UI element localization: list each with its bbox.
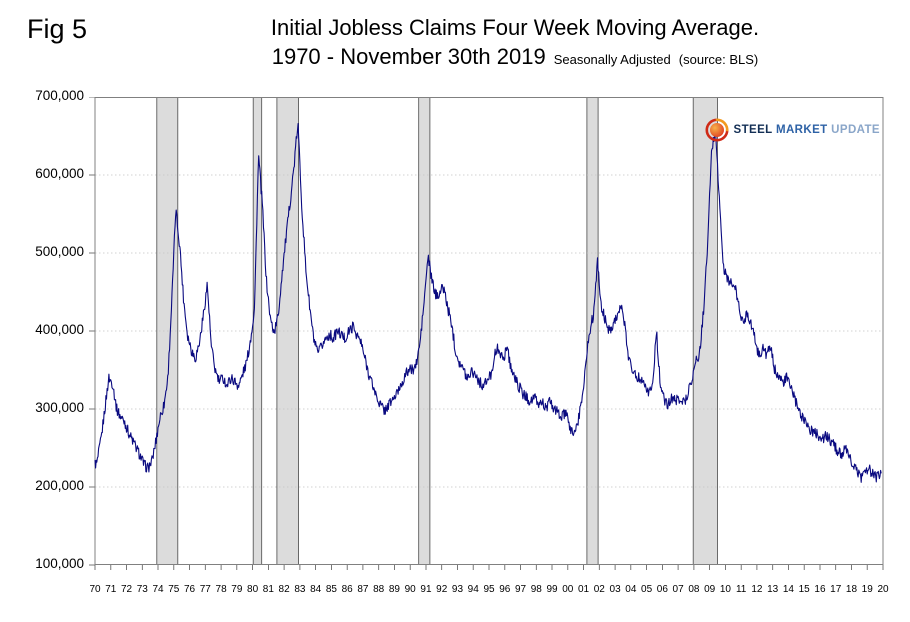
source-note: (source: BLS) — [678, 51, 759, 67]
x-axis-label: 72 — [120, 584, 133, 595]
x-axis-label: 05 — [641, 584, 653, 595]
y-axis-labels: 700,000 600,000 500,000 400,000 300,000 200,0… — [0, 88, 84, 571]
plot-border — [94, 97, 884, 565]
logo-word-market: MARKET — [775, 124, 828, 136]
y-axis-label: 100,000 — [35, 556, 84, 571]
chart-titles: Initial Jobless Claims Four Week Moving … — [130, 14, 900, 71]
x-axis-label: 88 — [373, 584, 385, 595]
x-axis-label: 18 — [845, 584, 858, 595]
x-axis-label: 97 — [514, 584, 527, 595]
x-axis-label: 96 — [499, 584, 511, 595]
x-axis-label: 11 — [735, 584, 747, 595]
x-axis-label: 02 — [593, 584, 605, 595]
y-axis-label: 400,000 — [35, 322, 84, 337]
x-axis-label: 14 — [782, 584, 794, 595]
x-axis-label: 92 — [436, 584, 448, 595]
x-axis-label: 15 — [798, 584, 810, 595]
x-axis-label: 00 — [562, 584, 574, 595]
x-axis-label: 83 — [294, 584, 306, 595]
x-axis-label: 75 — [168, 584, 180, 595]
jobless-claims-line-chart — [89, 97, 884, 570]
x-axis-label: 73 — [136, 584, 148, 595]
recession-band — [692, 97, 718, 565]
x-axis-labels: 70 71 72 73 74 75 76 77 78 79 80 81 82 83 84 85 86 87 88 89… — [89, 584, 888, 598]
y-axis-label: 600,000 — [35, 166, 84, 181]
x-axis-label: 81 — [262, 584, 274, 595]
logo-word-update: UPDATE — [831, 124, 880, 136]
x-axis-label: 13 — [767, 584, 779, 595]
smu-logo-icon — [705, 118, 728, 142]
x-axis-label: 74 — [152, 584, 164, 595]
y-axis-label: 700,000 — [35, 88, 84, 103]
seasonally-adjusted-note: Seasonally Adjusted — [553, 51, 671, 67]
x-axis-label: 17 — [830, 584, 842, 595]
x-axis-label: 89 — [388, 584, 400, 595]
x-axis-label: 01 — [577, 584, 590, 595]
chart-subtitle-line: 1970 - November 30th 2019 Seasonally Adju… — [130, 43, 900, 72]
x-axis-label: 10 — [719, 584, 731, 595]
x-axis-label: 20 — [877, 584, 889, 595]
y-axis-label: 300,000 — [35, 400, 84, 415]
x-axis-label: 98 — [530, 584, 542, 595]
x-axis-label: 07 — [672, 584, 684, 595]
chart-date-range: 1970 - November 30th 2019 — [271, 43, 546, 69]
x-axis-label: 86 — [341, 584, 353, 595]
figure-number-label: Fig 5 — [27, 14, 88, 44]
x-axis-label: 19 — [861, 584, 873, 595]
x-axis-label: 09 — [704, 584, 716, 595]
x-axis-label: 06 — [656, 584, 668, 595]
x-axis-label: 80 — [247, 584, 259, 595]
x-axis-label: 03 — [609, 584, 621, 595]
x-axis-label: 12 — [751, 584, 763, 595]
x-axis-label: 93 — [451, 584, 464, 595]
x-axis-label: 85 — [325, 584, 337, 595]
y-axis-label: 200,000 — [35, 478, 84, 493]
x-axis-label: 90 — [404, 584, 416, 595]
logo-word-steel: STEEL — [733, 124, 773, 136]
x-axis-label: 16 — [814, 584, 826, 595]
x-axis-label: 77 — [199, 584, 211, 595]
x-axis-label: 91 — [420, 584, 432, 595]
x-axis-label: 71 — [105, 584, 117, 595]
x-axis-label: 70 — [89, 584, 101, 595]
smu-logo-text: STEEL MARKET UPDATE — [734, 124, 881, 136]
x-axis-label: 79 — [231, 584, 243, 595]
x-axis-label: 87 — [357, 584, 369, 595]
smu-logo: STEEL MARKET UPDATE — [705, 118, 881, 142]
x-axis-label: 82 — [278, 584, 290, 595]
chart-title: Initial Jobless Claims Four Week Moving … — [270, 15, 760, 40]
x-axis-label: 94 — [467, 584, 479, 595]
x-axis-label: 99 — [546, 584, 558, 595]
x-axis-label: 04 — [625, 584, 637, 595]
x-axis-label: 76 — [183, 584, 196, 595]
x-axis-label: 08 — [688, 584, 700, 595]
x-axis-label: 78 — [215, 584, 227, 595]
y-axis-label: 500,000 — [35, 244, 84, 259]
x-axis-label: 84 — [310, 584, 322, 595]
claims-line — [94, 122, 882, 483]
x-axis-label: 95 — [483, 584, 495, 595]
